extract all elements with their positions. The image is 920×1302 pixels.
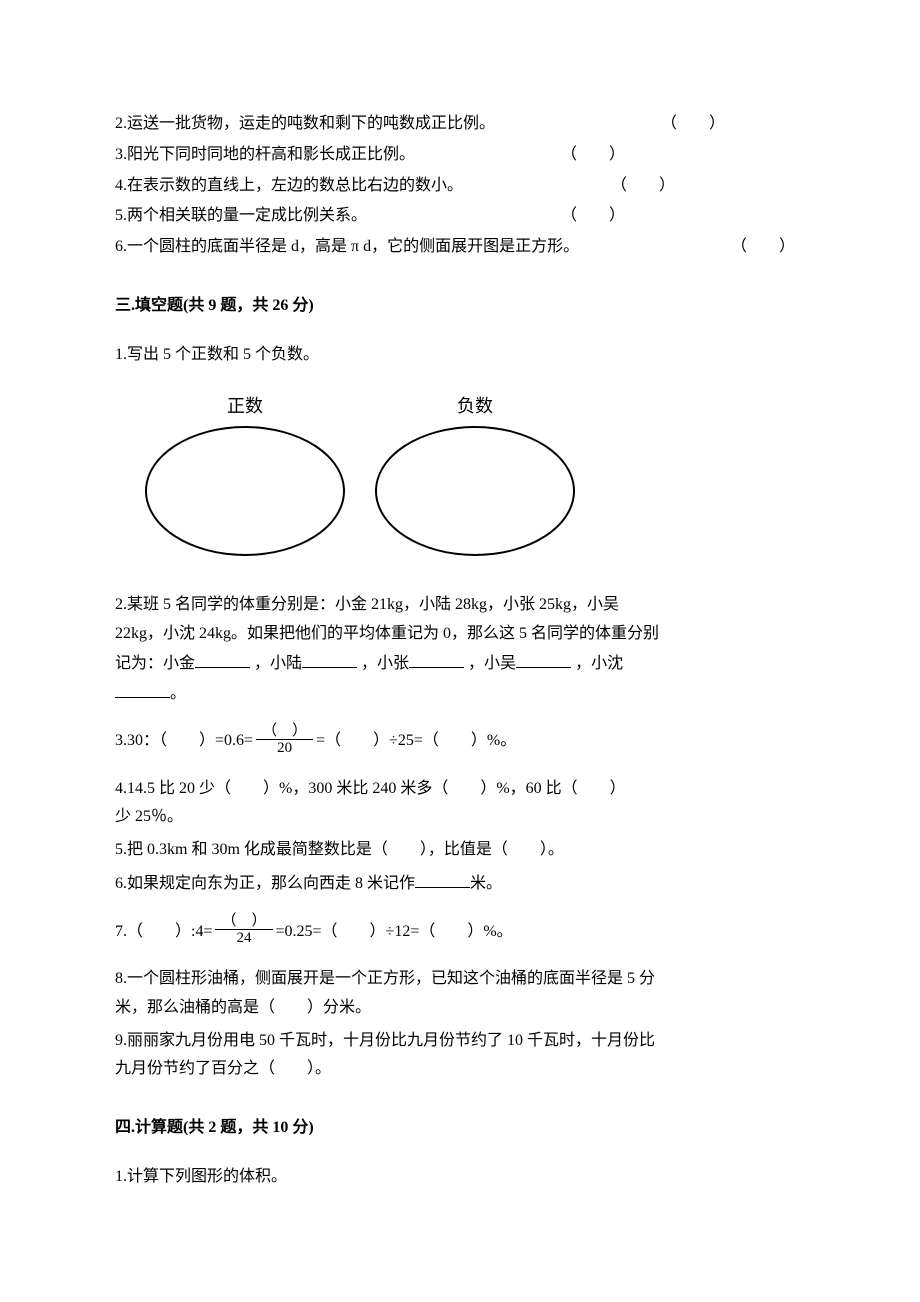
judge-q2: 2.运送一批货物，运走的吨数和剩下的吨数成正比例。 （ ） [115,110,805,139]
fill-q2-line2: 22kg，小沈 24kg。如果把他们的平均体重记为 0，那么这 5 名同学的体重… [115,620,805,649]
ellipses-container: 正数 负数 [145,390,805,556]
ellipse-positive-label: 正数 [145,390,345,422]
judge-q5-paren: （ ） [561,202,805,231]
fill-q2-t2: ，小陆 [254,655,302,672]
fill-q3-part2: =（ ）÷25=（ ）%。 [316,727,516,756]
fill-q2-t3: ，小张 [361,655,409,672]
ellipse-negative-shape [375,426,575,556]
fill-q1: 1.写出 5 个正数和 5 个负数。 [115,341,805,370]
judge-q2-text: 2.运送一批货物，运走的吨数和剩下的吨数成正比例。 [115,110,495,139]
fill-q9: 9.丽丽家九月份用电 50 千瓦时，十月份比九月份节约了 10 千瓦时，十月份比… [115,1027,805,1085]
fraction: （ ） 20 [256,723,313,757]
fill-q2-t1: 记为：小金 [115,655,195,672]
fill-q9-line2: 九月份节约了百分之（ ）。 [115,1055,805,1084]
calc-q1: 1.计算下列图形的体积。 [115,1163,805,1192]
judge-q3: 3.阳光下同时同地的杆高和影长成正比例。 （ ） [115,141,805,170]
ellipse-negative-label: 负数 [375,390,575,422]
fill-q4: 4.14.5 比 20 少（ ）%，300 米比 240 米多（ ）%，60 比… [115,775,805,833]
frac-denominator: 20 [256,740,313,757]
blank [195,649,250,668]
fill-q6-part1: 6.如果规定向东为正，那么向西走 8 米记作 [115,875,415,892]
section3-header: 三.填空题(共 9 题，共 26 分) [115,292,805,321]
fill-q4-line1: 4.14.5 比 20 少（ ）%，300 米比 240 米多（ ）%，60 比… [115,775,805,804]
judge-q2-paren: （ ） [661,110,805,139]
ellipse-positive-shape [145,426,345,556]
judge-q4: 4.在表示数的直线上，左边的数总比右边的数小。 （ ） [115,172,805,201]
fill-q7: 7.（ ）:4= （ ） 24 =0.25=（ ）÷12=（ ）%。 [115,915,805,949]
judge-q3-paren: （ ） [561,141,805,170]
fill-q7-part1: 7.（ ）:4= [115,918,212,947]
blank [115,679,170,698]
frac-numerator: （ ） [215,913,272,931]
judge-q4-text: 4.在表示数的直线上，左边的数总比右边的数小。 [115,172,463,201]
judge-q4-paren: （ ） [611,172,805,201]
ellipse-positive-group: 正数 [145,390,345,556]
fill-q8-line2: 米，那么油桶的高是（ ）分米。 [115,994,805,1023]
judge-q6-text: 6.一个圆柱的底面半径是 d，高是 π d，它的侧面展开图是正方形。 [115,233,579,262]
fraction: （ ） 24 [215,913,272,947]
fill-q7-part2: =0.25=（ ）÷12=（ ）%。 [276,918,513,947]
fill-q2-line4: 。 [115,679,805,709]
fill-q4-line2: 少 25％。 [115,803,805,832]
fill-q2-period: 。 [170,685,186,702]
fill-q3-part1: 3.30：（ ）=0.6= [115,727,253,756]
section4-header: 四.计算题(共 2 题，共 10 分) [115,1114,805,1143]
judge-q3-text: 3.阳光下同时同地的杆高和影长成正比例。 [115,141,415,170]
fill-q2-line1: 2.某班 5 名同学的体重分别是：小金 21kg，小陆 28kg，小张 25kg… [115,591,805,620]
frac-denominator: 24 [215,930,272,947]
fill-q9-line1: 9.丽丽家九月份用电 50 千瓦时，十月份比九月份节约了 10 千瓦时，十月份比 [115,1027,805,1056]
fill-q2-t4: ，小吴 [468,655,516,672]
blank [302,649,357,668]
ellipse-negative-group: 负数 [375,390,575,556]
judge-q5: 5.两个相关联的量一定成比例关系。 （ ） [115,202,805,231]
fill-q8: 8.一个圆柱形油桶，侧面展开是一个正方形，已知这个油桶的底面半径是 5 分 米，… [115,965,805,1023]
judge-q6-paren: （ ） [731,233,805,262]
blank [415,869,470,888]
judge-q5-text: 5.两个相关联的量一定成比例关系。 [115,202,367,231]
blank [409,649,464,668]
fill-q6: 6.如果规定向东为正，那么向西走 8 米记作 米。 [115,869,805,899]
fill-q8-line1: 8.一个圆柱形油桶，侧面展开是一个正方形，已知这个油桶的底面半径是 5 分 [115,965,805,994]
fill-q2-line3: 记为：小金 ，小陆 ，小张 ，小吴 ，小沈 [115,649,805,679]
fill-q3: 3.30：（ ）=0.6= （ ） 20 =（ ）÷25=（ ）%。 [115,725,805,759]
blank [516,649,571,668]
judge-q6: 6.一个圆柱的底面半径是 d，高是 π d，它的侧面展开图是正方形。 （ ） [115,233,805,262]
frac-numerator: （ ） [256,723,313,741]
fill-q6-part2: 米。 [470,875,502,892]
fill-q5: 5.把 0.3km 和 30m 化成最简整数比是（ ），比值是（ ）。 [115,836,805,865]
fill-q2: 2.某班 5 名同学的体重分别是：小金 21kg，小陆 28kg，小张 25kg… [115,591,805,709]
fill-q2-t5: ，小沈 [575,655,623,672]
